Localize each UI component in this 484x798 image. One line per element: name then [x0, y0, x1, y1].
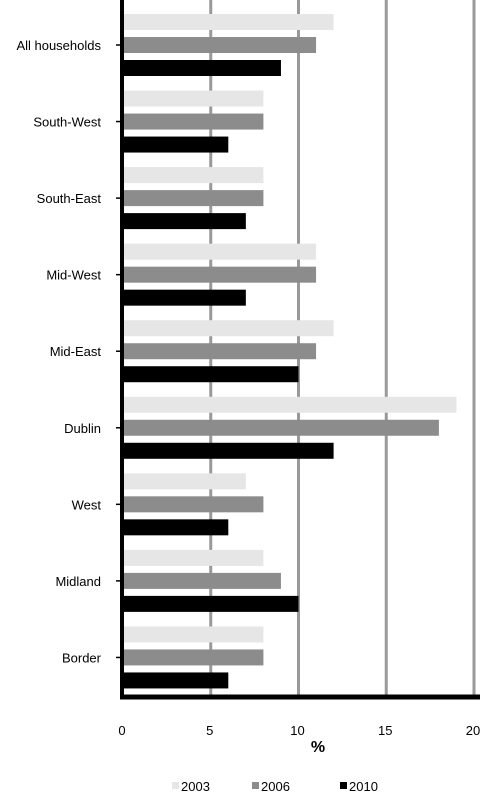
bar-2010-4 — [123, 366, 299, 383]
bar-2010-0 — [123, 60, 281, 76]
x-tick-label: 15 — [378, 723, 392, 738]
x-tick-label: 20 — [466, 723, 480, 738]
category-labels: All households South-West South-East Mid-We… — [16, 38, 101, 665]
legend-label-2003: 2003 — [181, 779, 210, 794]
legend-swatch-2006 — [252, 782, 259, 789]
category-label: Mid-West — [46, 268, 101, 283]
bar-2010-5 — [123, 442, 334, 459]
bar-2003-0 — [123, 14, 334, 30]
category-label: Dublin — [64, 421, 101, 436]
x-tick-label: 10 — [290, 723, 304, 738]
bar-2010-8 — [123, 672, 229, 689]
bar-2003-1 — [123, 90, 264, 107]
bar-2006-4 — [123, 343, 317, 360]
bar-2003-3 — [123, 243, 317, 260]
bar-2003-4 — [123, 320, 334, 337]
bar-2003-8 — [123, 626, 264, 643]
legend-label-2010: 2010 — [349, 779, 378, 794]
bar-2003-6 — [123, 473, 246, 490]
bar-2006-0 — [123, 37, 317, 53]
bar-2010-2 — [123, 213, 246, 230]
legend-swatch-2003 — [172, 782, 179, 789]
x-tick-label: 5 — [206, 723, 213, 738]
bar-2003-7 — [123, 549, 264, 566]
x-axis-title: % — [311, 739, 325, 756]
bar-2006-1 — [123, 113, 264, 130]
legend-label-2006: 2006 — [261, 779, 290, 794]
category-label: All households — [16, 38, 101, 53]
axes — [116, 0, 480, 700]
category-label: Midland — [55, 574, 101, 589]
bar-2006-8 — [123, 649, 264, 666]
bar-2006-3 — [123, 266, 317, 283]
bars — [123, 14, 457, 689]
bar-2010-3 — [123, 289, 246, 306]
bar-2010-1 — [123, 136, 229, 153]
category-label: South-East — [37, 191, 102, 206]
bar-2006-6 — [123, 496, 264, 513]
category-label: West — [72, 497, 102, 512]
bar-2010-6 — [123, 519, 229, 536]
bar-2003-2 — [123, 167, 264, 184]
bar-2006-2 — [123, 190, 264, 207]
legend: 2003 2006 2010 — [172, 779, 378, 794]
category-label: South-West — [33, 115, 101, 130]
category-label: Border — [62, 650, 102, 665]
bar-2006-5 — [123, 419, 439, 436]
tick-labels: 0 5 10 15 20 — [118, 723, 480, 738]
bar-2010-7 — [123, 595, 299, 612]
bar-2003-5 — [123, 396, 457, 413]
legend-swatch-2010 — [340, 782, 347, 789]
bar-2006-7 — [123, 572, 281, 589]
category-label: Mid-East — [50, 344, 102, 359]
x-tick-label: 0 — [118, 723, 125, 738]
